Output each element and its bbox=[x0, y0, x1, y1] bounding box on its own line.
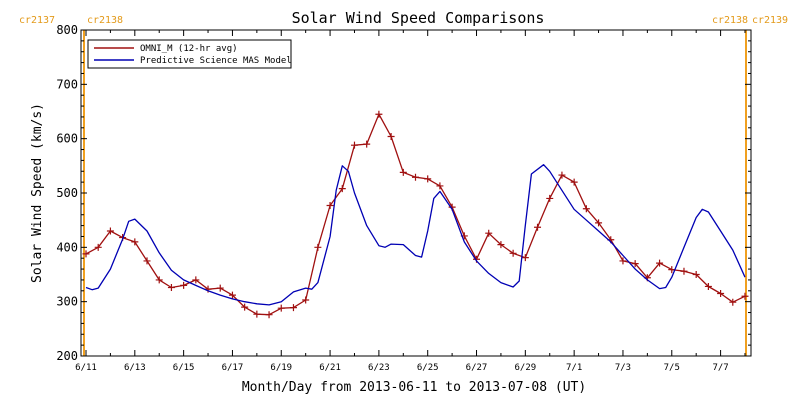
x-tick-label: 6/25 bbox=[417, 363, 439, 373]
data-point bbox=[338, 185, 346, 193]
y-tick-label: 200 bbox=[56, 349, 78, 363]
x-tick-label: 6/21 bbox=[319, 363, 341, 373]
data-point bbox=[656, 259, 664, 267]
x-tick-label: 7/5 bbox=[664, 363, 680, 373]
data-point bbox=[631, 260, 639, 268]
x-axis-ticks: 6/11 6/13 6/15 6/17 6/19 6/21 6/23 6/25 6/27 6/29… bbox=[75, 30, 746, 373]
x-tick-label: 7/7 bbox=[712, 363, 728, 373]
y-tick-label: 800 bbox=[56, 23, 78, 37]
data-point bbox=[521, 254, 529, 262]
data-point bbox=[570, 178, 578, 186]
y-tick-label: 400 bbox=[56, 240, 78, 254]
carrington-label-left-2: cr2138 bbox=[87, 15, 123, 26]
data-point bbox=[704, 282, 712, 290]
data-point bbox=[228, 291, 236, 299]
chart-title: Solar Wind Speed Comparisons bbox=[292, 9, 545, 27]
data-point bbox=[387, 132, 395, 140]
data-point bbox=[314, 243, 322, 251]
y-tick-label: 500 bbox=[56, 186, 78, 200]
data-point bbox=[302, 296, 310, 304]
y-axis-label: Solar Wind Speed (km/s) bbox=[30, 103, 45, 283]
carrington-label-left-1: cr2137 bbox=[19, 15, 55, 26]
data-point bbox=[326, 201, 334, 209]
legend-label-omni: OMNI_M (12-hr avg) bbox=[140, 44, 238, 54]
x-tick-label: 6/29 bbox=[514, 363, 536, 373]
data-point bbox=[143, 257, 151, 265]
data-point bbox=[582, 205, 590, 213]
data-point bbox=[692, 271, 700, 278]
series-1 bbox=[85, 164, 746, 306]
data-point bbox=[497, 241, 505, 249]
data-point bbox=[265, 311, 273, 319]
y-tick-label: 300 bbox=[56, 295, 78, 309]
data-point bbox=[363, 140, 371, 148]
data-point bbox=[741, 292, 749, 300]
data-point bbox=[534, 223, 542, 231]
data-point bbox=[546, 194, 554, 202]
data-point bbox=[399, 168, 407, 176]
data-point bbox=[509, 249, 517, 257]
x-tick-label: 6/17 bbox=[222, 363, 244, 373]
x-tick-label: 6/15 bbox=[173, 363, 195, 373]
data-point bbox=[558, 171, 566, 179]
series-line-1 bbox=[85, 164, 746, 306]
data-point bbox=[729, 298, 737, 306]
data-point bbox=[375, 110, 383, 118]
data-point bbox=[241, 303, 249, 311]
data-point bbox=[717, 290, 725, 298]
data-point bbox=[680, 267, 688, 275]
data-point bbox=[180, 281, 188, 289]
data-point bbox=[253, 310, 261, 318]
x-tick-label: 6/19 bbox=[270, 363, 292, 373]
data-point bbox=[94, 243, 102, 251]
x-tick-label: 6/27 bbox=[466, 363, 488, 373]
data-point bbox=[167, 284, 175, 292]
x-tick-label: 6/23 bbox=[368, 363, 390, 373]
data-point bbox=[82, 250, 90, 258]
data-point bbox=[412, 173, 419, 181]
carrington-label-right-2: cr2139 bbox=[752, 15, 788, 26]
legend-label-mas: Predictive Science MAS Model bbox=[140, 56, 292, 66]
y-tick-label: 600 bbox=[56, 132, 78, 146]
data-point bbox=[131, 238, 139, 246]
data-point bbox=[106, 227, 114, 235]
data-point bbox=[424, 175, 432, 183]
data-point bbox=[485, 229, 493, 237]
data-point bbox=[277, 304, 285, 312]
data-point bbox=[192, 276, 200, 284]
data-point bbox=[216, 284, 224, 292]
x-tick-label: 7/3 bbox=[615, 363, 631, 373]
data-point bbox=[595, 219, 603, 227]
data-point bbox=[350, 141, 358, 149]
carrington-label-right-1: cr2138 bbox=[712, 15, 748, 26]
y-tick-label: 700 bbox=[56, 77, 78, 91]
x-axis-label: Month/Day from 2013-06-11 to 2013-07-08 … bbox=[242, 380, 586, 395]
data-point bbox=[619, 257, 627, 265]
legend: OMNI_M (12-hr avg) Predictive Science MA… bbox=[87, 39, 292, 69]
x-tick-label: 7/1 bbox=[566, 363, 582, 373]
data-point bbox=[436, 182, 444, 190]
x-tick-label: 6/13 bbox=[124, 363, 146, 373]
data-point bbox=[289, 304, 297, 312]
data-point bbox=[155, 276, 163, 284]
legend-box bbox=[87, 39, 292, 69]
data-point bbox=[668, 266, 676, 274]
x-tick-label: 6/11 bbox=[75, 363, 97, 373]
